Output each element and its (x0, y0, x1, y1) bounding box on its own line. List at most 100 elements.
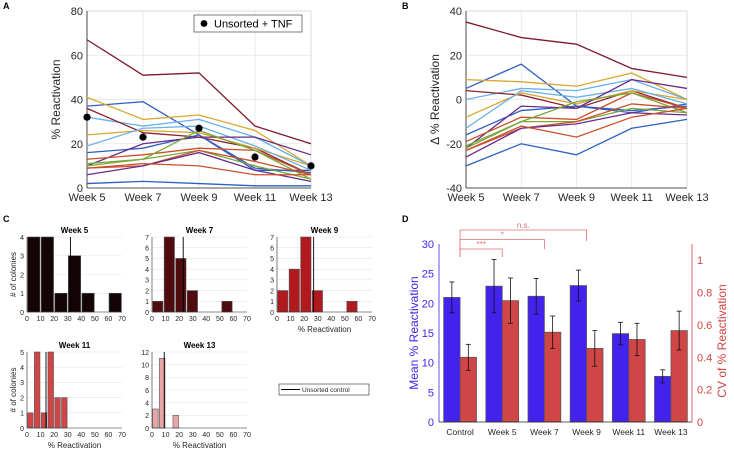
significance-bracket (459, 248, 503, 257)
reference-point (307, 162, 315, 170)
series-line (86, 163, 311, 176)
x-tick-label: 50 (216, 432, 224, 439)
y-axis-label: % Reactivation (49, 59, 63, 139)
histogram-bar (54, 397, 61, 429)
histogram-bar (27, 236, 41, 313)
x-tick-label: Week 13 (654, 427, 688, 437)
left-y-tick-label: 15 (422, 328, 434, 340)
y-tick-label: 5 (20, 350, 24, 357)
y-tick-label: 60 (71, 50, 83, 62)
panel-a-line-chart: Week 5 Week 7 Week 9 Week 11 Week 13 0 20 40 60 8… (49, 6, 333, 204)
x-tick-label: 40 (77, 432, 85, 439)
legend-box (193, 14, 303, 33)
histogram-bar (172, 415, 179, 429)
series-line (86, 116, 312, 167)
x-tick-label: 50 (216, 316, 224, 323)
series-line (86, 39, 312, 145)
x-tick-label: 20 (50, 316, 58, 323)
x-tick-label: 0 (150, 432, 154, 439)
y-tick-label: 4 (270, 267, 274, 274)
histogram-bar (175, 258, 187, 313)
x-tick-label: 70 (118, 316, 126, 323)
right-y-tick-label: 0.4 (697, 352, 712, 364)
histogram-bar (300, 236, 312, 313)
x-axis-label: % Reactivation (173, 441, 226, 450)
panel-b-line-chart: Week 5 Week 7 Week 9 Week 11 Week 13 -40 -20 0 2… (428, 6, 709, 204)
y-tick-label: 10 (141, 362, 149, 369)
x-tick-label: 60 (105, 432, 113, 439)
panel-c-histograms: 0 12 3 40 10 20 30 40 50 60 70 Week 5 # of colonies 0… (9, 226, 376, 450)
x-tick-label: 10 (37, 316, 45, 323)
mean-bar (569, 285, 587, 423)
x-tick-label: Week 5 (68, 192, 105, 204)
x-tick-label: 70 (368, 316, 376, 323)
x-tick-label: Week 9 (558, 192, 595, 204)
histogram-title: Week 5 (61, 226, 89, 235)
x-tick-label: 70 (243, 316, 251, 323)
left-y-tick-label: 25 (422, 269, 434, 281)
y-tick-label: 2 (20, 395, 24, 402)
x-tick-label: 70 (243, 432, 251, 439)
series-line (465, 78, 688, 101)
x-tick-label: 70 (118, 432, 126, 439)
mean-bar (443, 297, 461, 423)
x-tick-label: 10 (287, 316, 295, 323)
x-tick-label: 60 (105, 316, 113, 323)
left-y-tick-label: 10 (422, 358, 434, 370)
left-y-tick-label: 5 (428, 387, 434, 399)
x-tick-label: 10 (37, 432, 45, 439)
series-line (465, 21, 688, 79)
panel-d-bar-chart: Control Week 5 Week 7 Week 9 Week 11 Week 13 0… (407, 221, 729, 437)
x-tick-label: 30 (64, 432, 72, 439)
panel-label-b: B (402, 1, 409, 11)
significance-label: n.s. (517, 221, 530, 230)
histogram-title: Week 11 (59, 341, 91, 350)
right-y-tick-label: 0.8 (697, 288, 712, 300)
y-tick-label: 4 (145, 400, 149, 407)
right-y-tick-label: 0.2 (697, 385, 712, 397)
x-tick-label: Week 11 (612, 427, 645, 437)
right-y-tick-label: 1 (697, 255, 703, 267)
y-tick-label: 4 (20, 365, 24, 372)
right-y-tick-label: 0.6 (697, 320, 712, 332)
x-tick-label: Week 13 (665, 192, 708, 204)
y-tick-label: 3 (145, 278, 149, 285)
x-tick-label: Week 5 (488, 427, 517, 437)
legend-box (278, 383, 370, 396)
y-tick-label: -20 (446, 139, 462, 151)
y-tick-label: 5 (270, 256, 274, 263)
series-line (465, 107, 688, 151)
y-tick-label: 12 (141, 350, 149, 357)
panel-label-c: C (3, 214, 10, 224)
left-y-axis-label: Mean % Reactivation (407, 276, 421, 389)
histogram-bar (27, 412, 34, 429)
significance-bracket (459, 229, 587, 257)
y-tick-label: 0 (77, 183, 83, 195)
y-tick-label: 0 (270, 310, 274, 317)
histogram-bar (163, 236, 175, 313)
x-tick-label: 50 (91, 316, 99, 323)
x-tick-label: Week 9 (180, 192, 217, 204)
y-tick-label: 7 (270, 235, 274, 242)
left-y-tick-label: 0 (428, 417, 434, 429)
x-tick-label: 50 (341, 316, 349, 323)
y-tick-label: 5 (145, 256, 149, 263)
histogram-title: Week 9 (311, 226, 339, 235)
x-tick-label: Week 11 (234, 192, 276, 204)
series-line (86, 151, 312, 183)
y-axis-label: # of colonies (9, 252, 18, 297)
x-tick-label: 10 (162, 316, 170, 323)
x-tick-label: Week 11 (611, 192, 653, 204)
y-tick-label: 6 (145, 246, 149, 253)
x-tick-label: 40 (77, 316, 85, 323)
y-tick-label: -40 (446, 183, 462, 195)
reference-point (83, 113, 91, 121)
histogram-bar (108, 292, 122, 313)
panel-label-d: D (402, 214, 409, 224)
x-tick-label: Week 7 (530, 427, 559, 437)
series-line (465, 112, 688, 158)
mean-bar (527, 295, 545, 423)
